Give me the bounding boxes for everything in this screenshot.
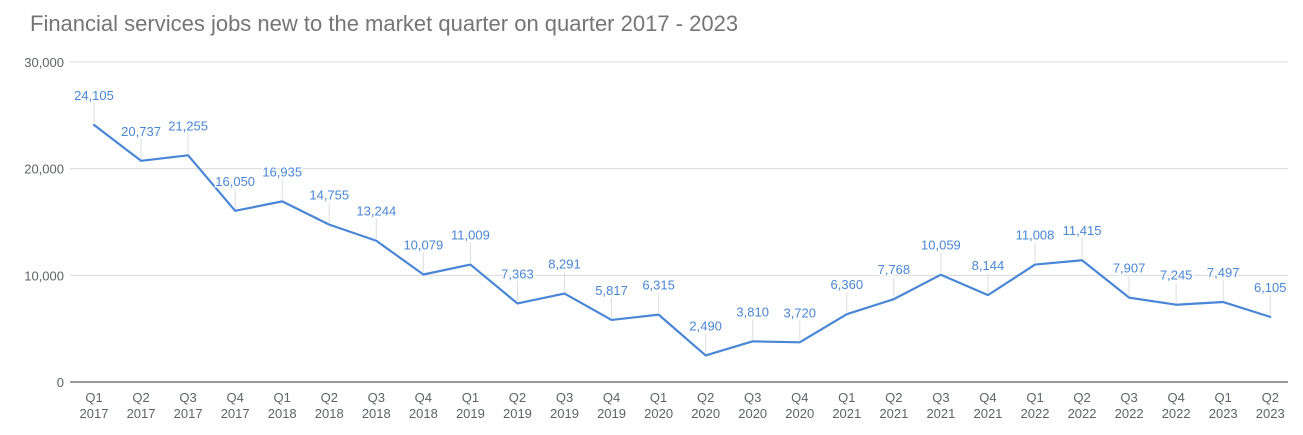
x-axis-ticks: Q12017Q22017Q32017Q42017Q12018Q22018Q320… (80, 390, 1285, 421)
data-label: 7,497 (1207, 265, 1240, 280)
data-label: 13,244 (356, 204, 396, 219)
x-tick-label-year: 2021 (926, 406, 955, 421)
x-tick-label-quarter: Q3 (179, 390, 196, 405)
y-tick-label: 10,000 (24, 268, 64, 283)
x-tick-label-quarter: Q2 (132, 390, 149, 405)
x-tick-label-year: 2021 (879, 406, 908, 421)
series-line (92, 123, 1272, 357)
data-label: 5,817 (595, 283, 628, 298)
y-tick-label: 30,000 (24, 55, 64, 70)
x-tick-label-year: 2018 (362, 406, 391, 421)
data-label: 24,105 (74, 88, 114, 103)
gridlines (70, 61, 1288, 383)
x-tick-label-quarter: Q1 (1215, 390, 1232, 405)
x-tick-label-year: 2020 (691, 406, 720, 421)
x-tick-label-year: 2022 (1115, 406, 1144, 421)
y-axis-ticks: 0 10,000 20,000 30,000 (24, 55, 64, 390)
x-tick-label-quarter: Q3 (932, 390, 949, 405)
x-tick-label-year: 2019 (597, 406, 626, 421)
data-label: 7,245 (1160, 268, 1193, 283)
data-label: 7,363 (501, 266, 534, 281)
data-label: 11,008 (1016, 228, 1055, 243)
x-tick-label-quarter: Q4 (791, 390, 808, 405)
chart-title: Financial services jobs new to the marke… (30, 11, 739, 36)
x-tick-label-quarter: Q1 (838, 390, 855, 405)
data-label: 7,907 (1113, 261, 1146, 276)
x-tick-label-year: 2020 (785, 406, 814, 421)
x-tick-label-quarter: Q4 (979, 390, 996, 405)
x-tick-label-year: 2022 (1021, 406, 1050, 421)
x-tick-label-year: 2019 (550, 406, 579, 421)
data-label: 11,415 (1063, 223, 1102, 238)
x-tick-label-quarter: Q1 (85, 390, 102, 405)
x-tick-label-year: 2020 (644, 406, 673, 421)
data-label: 3,810 (736, 304, 769, 319)
x-tick-label-year: 2017 (80, 406, 109, 421)
series-line-group (92, 123, 1272, 357)
data-label: 7,768 (878, 262, 911, 277)
x-tick-label-quarter: Q3 (368, 390, 385, 405)
x-tick-label-year: 2020 (738, 406, 767, 421)
x-tick-label-year: 2017 (221, 406, 250, 421)
x-tick-label-quarter: Q1 (274, 390, 291, 405)
x-tick-label-year: 2021 (973, 406, 1002, 421)
x-tick-label-quarter: Q1 (650, 390, 667, 405)
data-label: 16,050 (215, 174, 255, 189)
data-label: 8,291 (548, 257, 581, 272)
x-tick-label-year: 2018 (409, 406, 438, 421)
x-tick-label-year: 2017 (127, 406, 156, 421)
data-label: 10,059 (921, 238, 961, 253)
data-label: 20,737 (121, 124, 161, 139)
x-tick-label-quarter: Q2 (697, 390, 714, 405)
x-tick-label-quarter: Q2 (1262, 390, 1279, 405)
x-tick-label-year: 2021 (832, 406, 861, 421)
data-label: 2,490 (689, 318, 722, 333)
data-label: 6,360 (831, 277, 864, 292)
data-label: 11,009 (451, 228, 490, 243)
x-tick-label-quarter: Q3 (556, 390, 573, 405)
label-leader-lines (93, 102, 1271, 354)
x-tick-label-quarter: Q4 (1167, 390, 1184, 405)
x-tick-label-quarter: Q1 (462, 390, 479, 405)
data-label: 10,079 (403, 237, 443, 252)
x-tick-label-quarter: Q4 (415, 390, 432, 405)
x-tick-label-quarter: Q2 (885, 390, 902, 405)
x-tick-label-year: 2018 (315, 406, 344, 421)
x-tick-label-year: 2019 (503, 406, 532, 421)
y-tick-label: 20,000 (24, 162, 64, 177)
x-tick-label-year: 2022 (1162, 406, 1191, 421)
x-tick-label-quarter: Q3 (744, 390, 761, 405)
x-tick-label-quarter: Q2 (321, 390, 338, 405)
data-label: 16,935 (262, 164, 302, 179)
x-tick-label-quarter: Q2 (1073, 390, 1090, 405)
x-tick-label-quarter: Q4 (603, 390, 620, 405)
x-tick-label-year: 2023 (1256, 406, 1285, 421)
data-label: 6,105 (1254, 280, 1287, 295)
x-tick-label-year: 2019 (456, 406, 485, 421)
x-tick-label-year: 2017 (174, 406, 203, 421)
data-label: 21,255 (168, 118, 208, 133)
data-label: 6,315 (642, 278, 675, 293)
x-tick-label-year: 2023 (1209, 406, 1238, 421)
data-label: 3,720 (783, 305, 816, 320)
data-label: 14,755 (309, 188, 349, 203)
y-tick-label: 0 (57, 375, 64, 390)
x-tick-label-year: 2018 (268, 406, 297, 421)
data-labels: 24,105 20,737 21,255 16,050 16,935 14,755 13,2… (73, 86, 1288, 335)
x-tick-label-quarter: Q1 (1026, 390, 1043, 405)
x-tick-label-quarter: Q3 (1120, 390, 1137, 405)
x-tick-label-quarter: Q2 (509, 390, 526, 405)
x-tick-label-year: 2022 (1068, 406, 1097, 421)
x-tick-label-quarter: Q4 (226, 390, 243, 405)
data-label: 8,144 (972, 258, 1005, 273)
